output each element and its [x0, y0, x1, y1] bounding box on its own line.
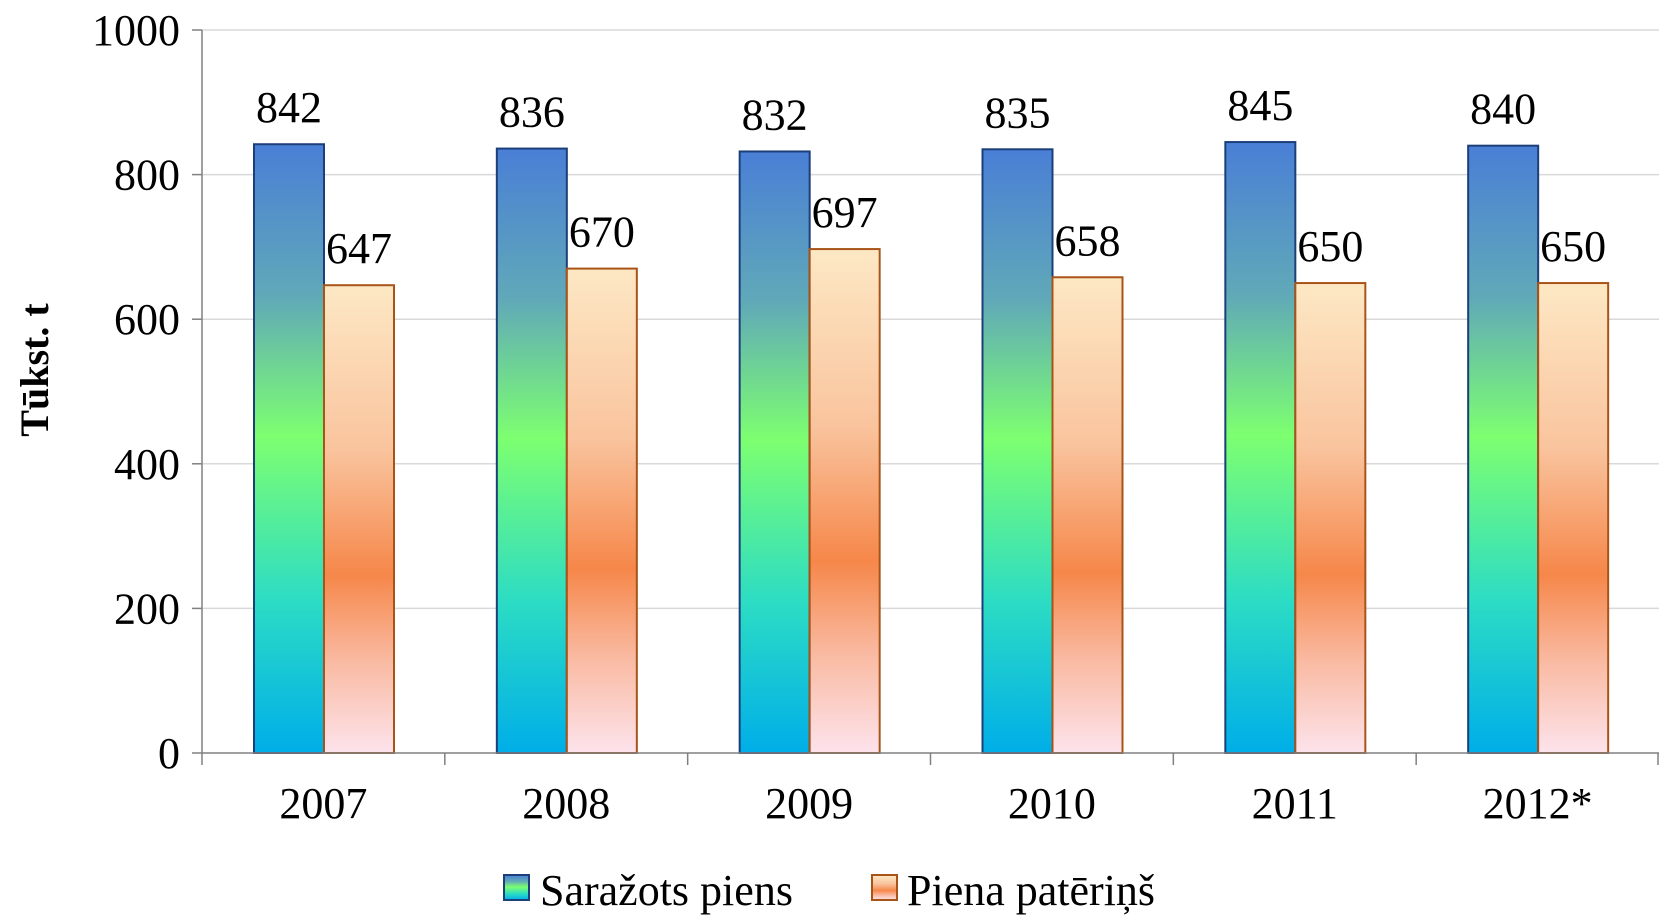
tick-labels: 0 200 400 600 800 1000 2007 2008 2009 2010 2011 201…: [92, 6, 1593, 828]
bar-series-1: [738, 150, 811, 755]
gridlines: [202, 29, 1659, 610]
legend: Saražots piens Piena patēriņš: [503, 866, 1155, 915]
bar-series-1: [495, 147, 568, 754]
bar-series-2: [1537, 282, 1610, 754]
bars-group: [253, 141, 1610, 755]
y-tick-label: 400: [114, 440, 180, 489]
x-tick-label: 2007: [279, 779, 367, 828]
legend-swatch-series-2: [871, 874, 898, 901]
axes: [201, 30, 1659, 765]
bar-series-1: [1467, 144, 1540, 754]
data-label-series-1: 842: [256, 83, 322, 132]
bar-series-1: [1224, 141, 1297, 754]
data-label-series-2: 658: [1055, 216, 1121, 265]
data-label-series-2: 670: [569, 208, 635, 257]
data-label-series-2: 697: [812, 188, 878, 237]
x-tick-label: 2011: [1252, 779, 1338, 828]
x-tick-label: 2008: [522, 779, 610, 828]
bar-series-2: [808, 248, 881, 754]
bar-series-2: [1051, 276, 1124, 754]
data-label-series-1: 832: [742, 90, 808, 139]
x-tick-label: 2009: [765, 779, 853, 828]
legend-label-series-1: Saražots piens: [540, 866, 793, 915]
bar-series-2: [1294, 282, 1367, 754]
legend-swatch-series-1: [503, 874, 530, 901]
data-label-series-2: 650: [1297, 222, 1363, 271]
data-label-series-1: 835: [985, 88, 1051, 137]
bar-series-1: [981, 148, 1054, 755]
x-tick-label: 2012*: [1483, 779, 1593, 828]
data-label-series-1: 836: [499, 88, 565, 137]
y-tick-label: 800: [114, 151, 180, 200]
y-tick-label: 0: [158, 729, 180, 778]
bar-series-1: [253, 143, 325, 754]
y-tick-label: 600: [114, 295, 180, 344]
data-label-series-2: 647: [326, 224, 392, 273]
legend-label-series-2: Piena patēriņš: [907, 866, 1155, 915]
data-label-series-2: 650: [1540, 222, 1606, 271]
y-tick-label: 1000: [92, 6, 180, 55]
bar-series-2: [565, 267, 638, 754]
bar-series-2: [323, 284, 395, 754]
data-label-series-1: 845: [1227, 81, 1293, 130]
x-tick-label: 2010: [1008, 779, 1096, 828]
data-label-series-1: 840: [1470, 85, 1536, 134]
y-tick-label: 200: [114, 584, 180, 633]
y-axis-label: Tūkst. t: [12, 303, 57, 437]
